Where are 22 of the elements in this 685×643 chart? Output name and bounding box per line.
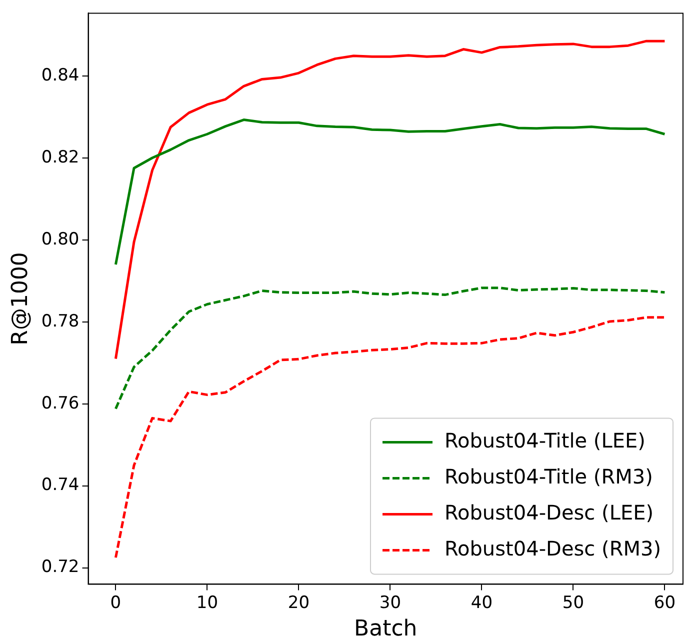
legend-label: Robust04-Desc (LEE) <box>444 500 654 524</box>
y-axis-title: R@1000 <box>8 252 33 346</box>
y-tick-label: 0.74 <box>41 475 80 496</box>
y-tick-label: 0.78 <box>41 311 80 332</box>
x-tick-label: 0 <box>110 592 122 613</box>
y-tick-label: 0.80 <box>41 229 80 250</box>
y-tick-label: 0.72 <box>41 557 80 578</box>
x-tick-label: 30 <box>379 592 402 613</box>
legend-label: Robust04-Desc (RM3) <box>444 536 662 560</box>
line-series <box>114 286 666 410</box>
x-tick-label: 10 <box>196 592 218 613</box>
x-tick-label: 20 <box>288 592 310 613</box>
y-tick-label: 0.84 <box>41 65 80 86</box>
x-tick-label: 50 <box>562 592 584 613</box>
x-axis-title: Batch <box>354 616 418 642</box>
x-tick-label: 40 <box>470 592 493 613</box>
x-tick-label: 60 <box>654 592 676 613</box>
y-tick-label: 0.76 <box>41 393 80 414</box>
y-tick-label: 0.82 <box>41 147 80 168</box>
legend-label: Robust04-Title (LEE) <box>444 428 646 452</box>
line-series <box>114 316 666 559</box>
legend-label: Robust04-Title (RM3) <box>444 464 653 488</box>
